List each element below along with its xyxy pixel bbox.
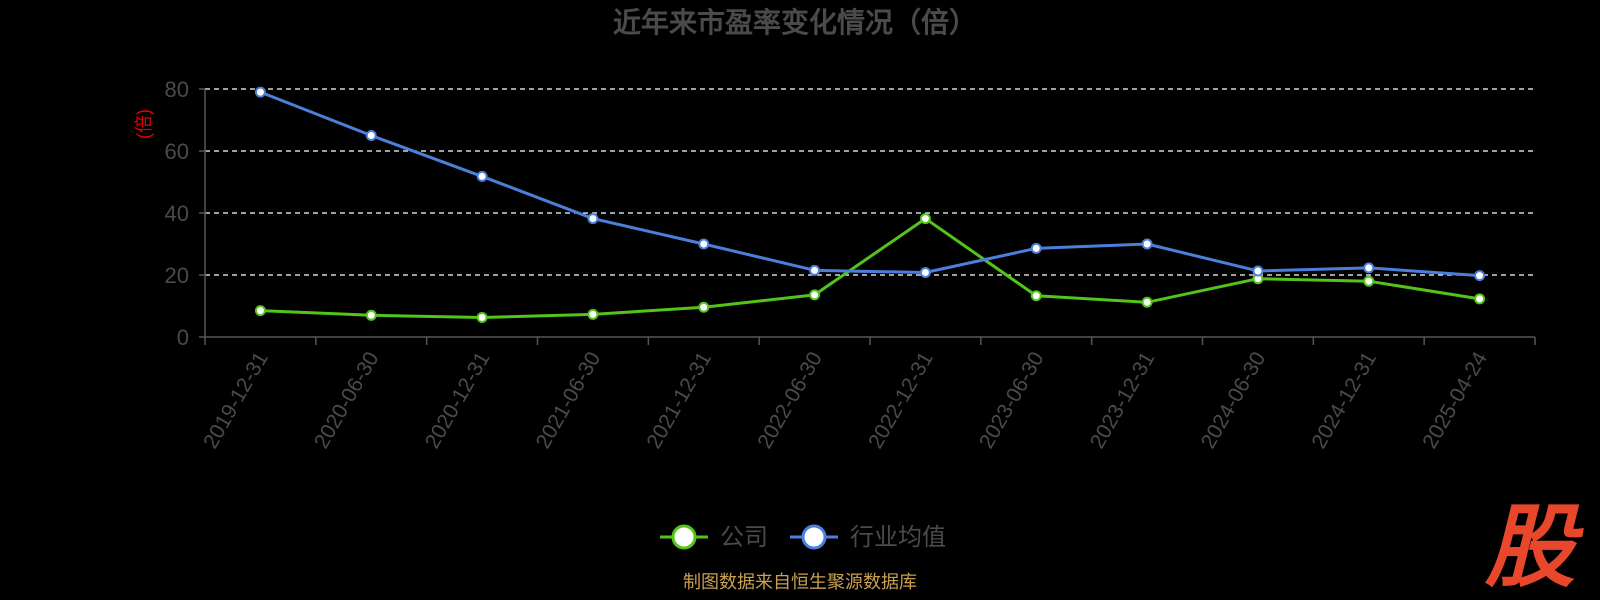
- x-tick-label: 2024-12-31: [1307, 348, 1381, 453]
- data-point: [1474, 293, 1486, 305]
- data-point: [1252, 265, 1264, 277]
- x-tick-label: 2019-12-31: [199, 348, 273, 453]
- data-point: [254, 305, 266, 317]
- x-tick-labels: 2019-12-31 2020-06-30 2020-12-31 2021-06-30…: [199, 348, 1492, 453]
- x-tick-label: 2023-06-30: [975, 348, 1049, 453]
- data-point: [1141, 296, 1153, 308]
- x-tick-label: 2020-12-31: [421, 348, 495, 453]
- data-point: [919, 213, 931, 225]
- x-axis: [204, 89, 1536, 345]
- x-tick-label: 2020-06-30: [310, 348, 384, 453]
- chart-title: 近年来市盈率变化情况（倍）: [613, 6, 977, 38]
- y-tick-label: 0: [177, 325, 189, 350]
- series-0: [254, 213, 1486, 323]
- data-point: [1030, 290, 1042, 302]
- data-point: [1363, 262, 1375, 274]
- data-point: [1141, 238, 1153, 250]
- x-tick-label: 2024-06-30: [1197, 348, 1271, 453]
- data-point: [919, 267, 931, 279]
- x-tick-label: 2022-06-30: [753, 348, 827, 453]
- x-tick-label: 2023-12-31: [1086, 348, 1160, 453]
- data-point: [809, 289, 821, 301]
- x-tick-label: 2022-12-31: [864, 348, 938, 453]
- data-point: [809, 264, 821, 276]
- y-axis-label: (倍): [134, 109, 154, 139]
- legend[interactable]: 公司 行业均值: [660, 524, 946, 551]
- legend-label: 公司: [720, 524, 768, 551]
- series-layer: [254, 86, 1486, 323]
- legend-marker: [801, 524, 827, 550]
- data-point: [698, 301, 710, 313]
- y-tick-label: 20: [165, 263, 189, 288]
- data-point: [587, 213, 599, 225]
- data-point: [476, 311, 488, 323]
- y-tick-label: 80: [165, 77, 189, 102]
- data-point: [1474, 270, 1486, 282]
- legend-label: 行业均值: [850, 524, 946, 551]
- y-tick-label: 40: [165, 201, 189, 226]
- series-line: [260, 217, 1480, 319]
- data-point: [254, 86, 266, 98]
- legend-marker: [671, 524, 697, 550]
- data-point: [365, 130, 377, 141]
- data-point: [1030, 242, 1042, 254]
- x-tick-label: 2025-04-24: [1418, 348, 1492, 453]
- data-point: [698, 238, 710, 250]
- data-point: [476, 170, 488, 182]
- x-tick-label: 2021-06-30: [532, 348, 606, 453]
- logo-mark: 股: [1484, 498, 1584, 598]
- series-1: [254, 86, 1486, 282]
- grid-lines: [199, 88, 1535, 338]
- data-point: [1363, 275, 1375, 287]
- data-point: [587, 308, 599, 320]
- series-line: [259, 90, 1480, 278]
- y-tick-labels: 0 20 40 60 80: [165, 77, 189, 350]
- x-tick-label: 2021-12-31: [642, 348, 716, 453]
- source-note: 制图数据来自恒生聚源数据库: [683, 572, 917, 592]
- y-tick-label: 60: [165, 139, 189, 164]
- data-point: [365, 309, 377, 321]
